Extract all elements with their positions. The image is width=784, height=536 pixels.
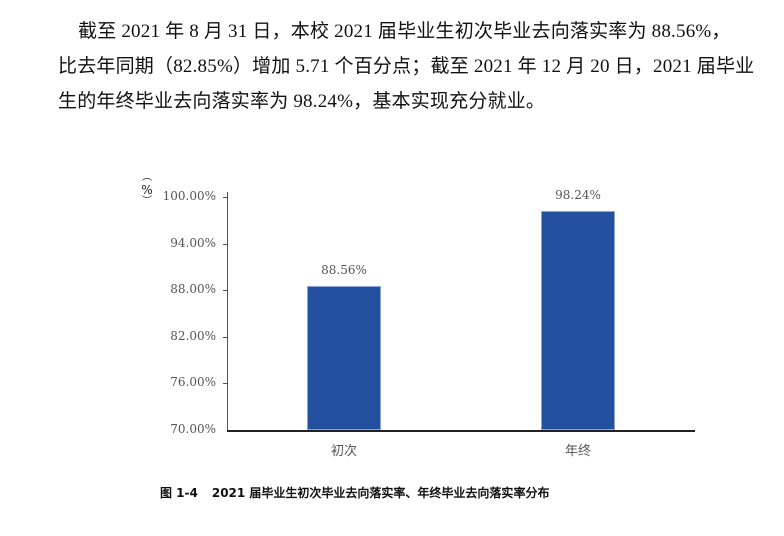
- x-category-label-year-end: 年终: [564, 444, 591, 459]
- bar-value-label-year-end: 98.24%: [555, 188, 601, 202]
- y-axis-label: ︵ % ︶: [137, 172, 157, 210]
- y-tick-82: [223, 337, 228, 338]
- y-axis-line: [227, 192, 228, 431]
- y-tick-94: [223, 244, 228, 245]
- y-tick-label-88: 88.00%: [170, 282, 216, 296]
- y-tick-label-94: 94.00%: [170, 236, 216, 250]
- figure-number: 图 1-4: [160, 486, 198, 500]
- paragraph-line-3: 生的年终毕业去向落实率为 98.24%，基本实现充分就业。: [58, 91, 546, 112]
- x-axis-line: [227, 430, 695, 432]
- y-tick-100: [223, 197, 228, 198]
- bar-initial: [307, 286, 381, 430]
- paragraph-line-2: 比去年同期（82.85%）增加 5.71 个百分点；截至 2021 年 12 月…: [58, 56, 755, 77]
- figure-caption: 图 1-4 2021 届毕业生初次毕业去向落实率、年终毕业去向落实率分布: [160, 484, 760, 501]
- y-tick-76: [223, 383, 228, 384]
- y-tick-label-100: 100.00%: [162, 189, 216, 203]
- summary-paragraph: 截至 2021 年 8 月 31 日，本校 2021 届毕业生初次毕业去向落实率…: [58, 14, 758, 119]
- figure-title: 2021 届毕业生初次毕业去向落实率、年终毕业去向落实率分布: [211, 486, 550, 500]
- y-tick-88: [223, 290, 228, 291]
- ylabel-text: %: [141, 183, 153, 197]
- ylabel-paren-top: ︵: [142, 172, 152, 183]
- paragraph-line-1: 截至 2021 年 8 月 31 日，本校 2021 届毕业生初次毕业去向落实率…: [78, 21, 731, 42]
- bar-year-end: [541, 211, 615, 430]
- x-category-label-initial: 初次: [330, 444, 357, 459]
- bar-value-label-initial: 88.56%: [321, 263, 367, 277]
- ylabel-paren-bottom: ︶: [142, 196, 152, 207]
- y-tick-label-70: 70.00%: [170, 422, 216, 436]
- y-tick-label-76: 76.00%: [170, 375, 216, 389]
- y-tick-label-82: 82.00%: [170, 329, 216, 343]
